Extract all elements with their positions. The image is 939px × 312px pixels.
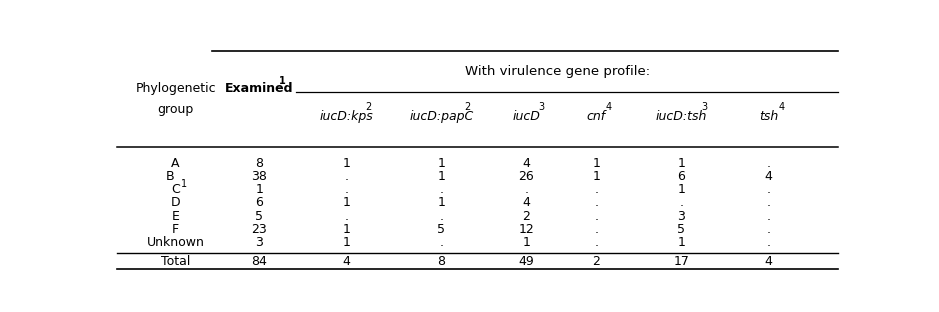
Text: 23: 23 — [252, 223, 268, 236]
Text: D: D — [171, 197, 180, 209]
Text: F: F — [172, 223, 179, 236]
Text: .: . — [766, 236, 771, 249]
Text: .: . — [766, 210, 771, 223]
Text: 1: 1 — [677, 157, 685, 170]
Text: 6: 6 — [677, 170, 685, 183]
Text: 1: 1 — [438, 197, 445, 209]
Text: 1: 1 — [255, 183, 263, 196]
Text: 3: 3 — [539, 102, 545, 112]
Text: 12: 12 — [518, 223, 534, 236]
Text: C: C — [171, 183, 180, 196]
Text: Examined: Examined — [225, 82, 294, 95]
Text: .: . — [766, 223, 771, 236]
Text: group: group — [158, 103, 193, 116]
Text: 4: 4 — [764, 170, 773, 183]
Text: 5: 5 — [255, 210, 263, 223]
Text: 4: 4 — [522, 197, 531, 209]
Text: 1: 1 — [343, 157, 350, 170]
Text: 1: 1 — [593, 157, 600, 170]
Text: .: . — [594, 223, 598, 236]
Text: 49: 49 — [518, 255, 534, 268]
Text: 84: 84 — [252, 255, 268, 268]
Text: With virulence gene profile:: With virulence gene profile: — [465, 65, 650, 78]
Text: .: . — [524, 183, 529, 196]
Text: E: E — [172, 210, 179, 223]
Text: 1: 1 — [438, 170, 445, 183]
Text: 1: 1 — [279, 76, 285, 86]
Text: 3: 3 — [255, 236, 263, 249]
Text: .: . — [594, 197, 598, 209]
Text: .: . — [679, 197, 684, 209]
Text: 3: 3 — [677, 210, 685, 223]
Text: 5: 5 — [438, 223, 445, 236]
Text: 1: 1 — [677, 236, 685, 249]
Text: 1: 1 — [522, 236, 531, 249]
Text: .: . — [345, 170, 348, 183]
Text: .: . — [766, 183, 771, 196]
Text: A: A — [171, 157, 180, 170]
Text: .: . — [594, 236, 598, 249]
Text: Total: Total — [161, 255, 191, 268]
Text: 2: 2 — [465, 102, 470, 112]
Text: 4: 4 — [522, 157, 531, 170]
Text: 2: 2 — [365, 102, 371, 112]
Text: 6: 6 — [255, 197, 263, 209]
Text: iucD: iucD — [513, 110, 540, 123]
Text: Unknown: Unknown — [146, 236, 205, 249]
Text: 1: 1 — [343, 236, 350, 249]
Text: 4: 4 — [764, 255, 773, 268]
Text: 4: 4 — [778, 102, 784, 112]
Text: 5: 5 — [677, 223, 685, 236]
Text: .: . — [345, 183, 348, 196]
Text: 4: 4 — [606, 102, 612, 112]
Text: 1: 1 — [343, 223, 350, 236]
Text: 8: 8 — [255, 157, 263, 170]
Text: .: . — [594, 183, 598, 196]
Text: .: . — [439, 210, 443, 223]
Text: .: . — [766, 197, 771, 209]
Text: 1: 1 — [180, 179, 187, 189]
Text: 1: 1 — [343, 197, 350, 209]
Text: 3: 3 — [701, 102, 707, 112]
Text: 2: 2 — [593, 255, 600, 268]
Text: iucD:papC: iucD:papC — [409, 110, 473, 123]
Text: .: . — [439, 236, 443, 249]
Text: 1: 1 — [593, 170, 600, 183]
Text: 1: 1 — [438, 157, 445, 170]
Text: cnf: cnf — [587, 110, 606, 123]
Text: 8: 8 — [438, 255, 445, 268]
Text: 4: 4 — [343, 255, 350, 268]
Text: .: . — [594, 210, 598, 223]
Text: Phylogenetic: Phylogenetic — [135, 82, 216, 95]
Text: .: . — [766, 157, 771, 170]
Text: .: . — [345, 210, 348, 223]
Text: .: . — [439, 183, 443, 196]
Text: 17: 17 — [673, 255, 689, 268]
Text: iucD:kps: iucD:kps — [320, 110, 374, 123]
Text: 26: 26 — [518, 170, 534, 183]
Text: 1: 1 — [677, 183, 685, 196]
Text: 2: 2 — [522, 210, 531, 223]
Text: 38: 38 — [252, 170, 268, 183]
Text: tsh: tsh — [759, 110, 778, 123]
Text: B: B — [166, 170, 175, 183]
Text: iucD:tsh: iucD:tsh — [655, 110, 707, 123]
